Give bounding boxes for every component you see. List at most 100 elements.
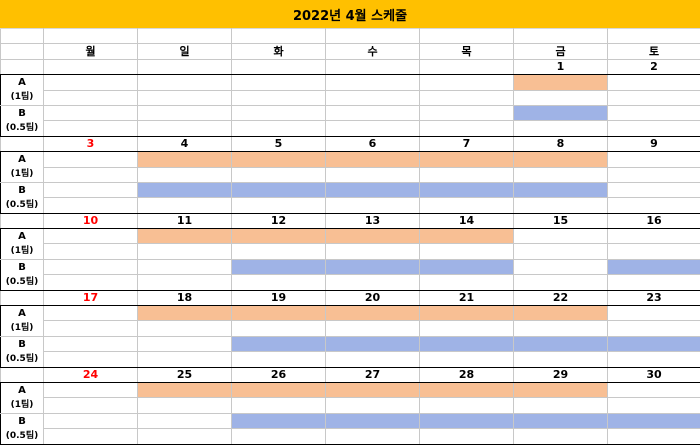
- team-b-slot[interactable]: [608, 429, 700, 444]
- row-header-cell[interactable]: [1, 44, 44, 59]
- team-a-slot[interactable]: [326, 90, 420, 105]
- team-b-slot[interactable]: [326, 352, 420, 367]
- weekday-header[interactable]: 일: [138, 44, 232, 59]
- team-b-slot[interactable]: [514, 259, 608, 274]
- team-b-slot[interactable]: [232, 182, 326, 197]
- team-b-slot[interactable]: [420, 259, 514, 274]
- weekday-header[interactable]: 금: [514, 44, 608, 59]
- row-header-cell[interactable]: [1, 29, 44, 44]
- date-cell[interactable]: 19: [232, 290, 326, 305]
- date-cell[interactable]: 18: [138, 290, 232, 305]
- team-b-slot[interactable]: [514, 336, 608, 351]
- team-a-slot[interactable]: [138, 244, 232, 259]
- team-b-slot[interactable]: [326, 198, 420, 213]
- team-a-slot[interactable]: [420, 244, 514, 259]
- team-b-slot[interactable]: [420, 352, 514, 367]
- team-a-slot[interactable]: [420, 398, 514, 413]
- date-cell[interactable]: 2: [608, 59, 700, 74]
- team-b-slot[interactable]: [138, 413, 232, 428]
- team-b-slot[interactable]: [608, 259, 700, 274]
- weekday-header[interactable]: 화: [232, 44, 326, 59]
- date-cell[interactable]: 12: [232, 213, 326, 228]
- team-a-slot[interactable]: [232, 152, 326, 167]
- team-a-slot[interactable]: [420, 306, 514, 321]
- date-cell[interactable]: [326, 59, 420, 74]
- team-a-slot[interactable]: [138, 229, 232, 244]
- team-a-slot[interactable]: [608, 90, 700, 105]
- spacer-cell[interactable]: [138, 29, 232, 44]
- team-a-slot[interactable]: [138, 90, 232, 105]
- weekday-header[interactable]: 수: [326, 44, 420, 59]
- team-b-slot[interactable]: [514, 105, 608, 120]
- spacer-cell[interactable]: [608, 29, 700, 44]
- team-b-slot[interactable]: [44, 429, 138, 444]
- team-b-slot[interactable]: [44, 198, 138, 213]
- team-a-slot[interactable]: [44, 382, 138, 397]
- spacer-cell[interactable]: [514, 29, 608, 44]
- team-b-slot[interactable]: [138, 182, 232, 197]
- team-b-slot[interactable]: [44, 336, 138, 351]
- team-a-slot[interactable]: [326, 306, 420, 321]
- team-a-slot[interactable]: [232, 244, 326, 259]
- team-a-slot[interactable]: [514, 167, 608, 182]
- team-b-slot[interactable]: [232, 275, 326, 290]
- team-b-slot[interactable]: [608, 336, 700, 351]
- row-header-cell[interactable]: [1, 367, 44, 382]
- team-a-slot[interactable]: [138, 321, 232, 336]
- team-b-slot[interactable]: [44, 121, 138, 136]
- team-a-slot[interactable]: [326, 152, 420, 167]
- team-a-slot[interactable]: [44, 167, 138, 182]
- team-b-slot[interactable]: [514, 182, 608, 197]
- date-cell[interactable]: 24: [44, 367, 138, 382]
- date-cell[interactable]: 3: [44, 136, 138, 151]
- team-b-slot[interactable]: [608, 198, 700, 213]
- team-b-slot[interactable]: [420, 182, 514, 197]
- date-cell[interactable]: 15: [514, 213, 608, 228]
- team-a-slot[interactable]: [44, 321, 138, 336]
- date-cell[interactable]: [232, 59, 326, 74]
- team-a-slot[interactable]: [608, 167, 700, 182]
- team-b-slot[interactable]: [326, 413, 420, 428]
- row-header-cell[interactable]: [1, 136, 44, 151]
- team-b-slot[interactable]: [514, 198, 608, 213]
- spacer-cell[interactable]: [232, 29, 326, 44]
- team-a-slot[interactable]: [44, 398, 138, 413]
- team-b-slot[interactable]: [514, 352, 608, 367]
- team-b-slot[interactable]: [44, 275, 138, 290]
- team-a-slot[interactable]: [514, 244, 608, 259]
- team-b-slot[interactable]: [138, 429, 232, 444]
- weekday-header[interactable]: 토: [608, 44, 700, 59]
- team-b-slot[interactable]: [514, 429, 608, 444]
- team-b-slot[interactable]: [326, 259, 420, 274]
- date-cell[interactable]: 14: [420, 213, 514, 228]
- team-a-slot[interactable]: [608, 75, 700, 90]
- team-a-slot[interactable]: [232, 167, 326, 182]
- team-a-slot[interactable]: [138, 382, 232, 397]
- team-a-slot[interactable]: [608, 306, 700, 321]
- date-cell[interactable]: 16: [608, 213, 700, 228]
- team-b-slot[interactable]: [420, 429, 514, 444]
- team-a-slot[interactable]: [514, 306, 608, 321]
- date-cell[interactable]: 21: [420, 290, 514, 305]
- date-cell[interactable]: 17: [44, 290, 138, 305]
- team-a-slot[interactable]: [44, 152, 138, 167]
- date-cell[interactable]: 20: [326, 290, 420, 305]
- team-a-slot[interactable]: [420, 229, 514, 244]
- spacer-cell[interactable]: [44, 29, 138, 44]
- team-b-slot[interactable]: [232, 121, 326, 136]
- date-cell[interactable]: 27: [326, 367, 420, 382]
- team-b-slot[interactable]: [232, 198, 326, 213]
- team-b-slot[interactable]: [608, 413, 700, 428]
- team-b-slot[interactable]: [44, 105, 138, 120]
- team-b-slot[interactable]: [138, 259, 232, 274]
- team-a-slot[interactable]: [514, 90, 608, 105]
- team-b-slot[interactable]: [232, 352, 326, 367]
- team-a-slot[interactable]: [608, 229, 700, 244]
- team-b-slot[interactable]: [232, 429, 326, 444]
- team-a-slot[interactable]: [608, 382, 700, 397]
- date-cell[interactable]: 9: [608, 136, 700, 151]
- team-a-slot[interactable]: [514, 321, 608, 336]
- team-b-slot[interactable]: [44, 413, 138, 428]
- spacer-cell[interactable]: [420, 29, 514, 44]
- team-a-slot[interactable]: [420, 167, 514, 182]
